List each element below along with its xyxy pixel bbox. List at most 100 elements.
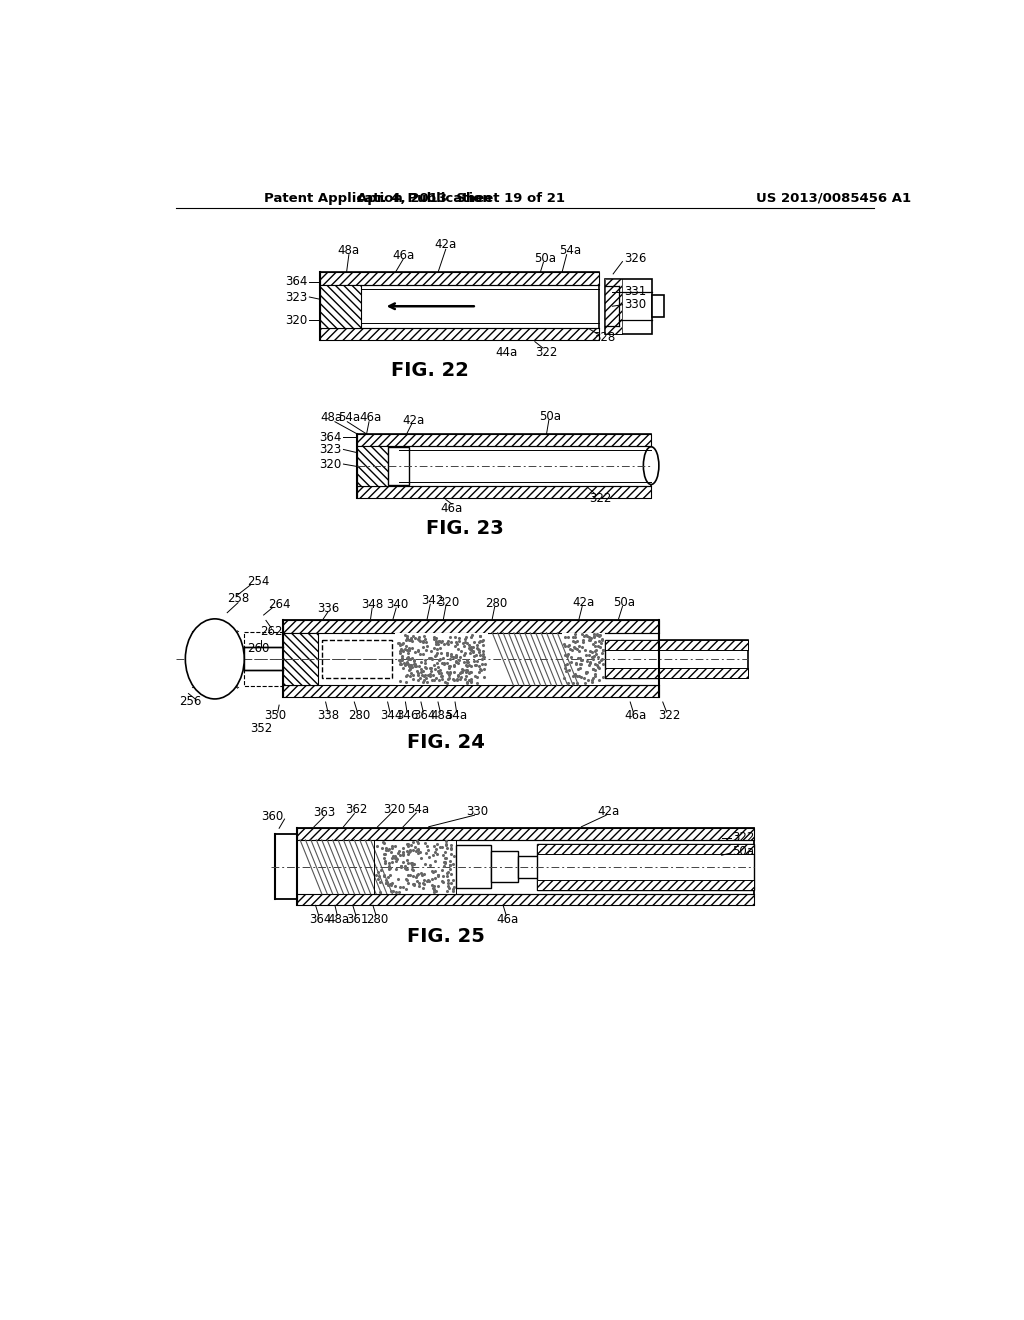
Point — [395, 652, 412, 673]
Point — [455, 632, 471, 653]
Point — [465, 636, 481, 657]
Point — [436, 841, 453, 862]
Point — [471, 642, 487, 663]
Bar — [538, 880, 755, 890]
Point — [403, 655, 420, 676]
Point — [433, 643, 450, 664]
Point — [472, 657, 488, 678]
Point — [465, 642, 481, 663]
Point — [388, 849, 404, 870]
Point — [408, 627, 424, 648]
Point — [387, 846, 403, 867]
Point — [459, 649, 475, 671]
Point — [394, 851, 411, 873]
Text: 264: 264 — [268, 598, 291, 611]
Point — [369, 836, 385, 857]
Point — [589, 624, 605, 645]
Point — [582, 655, 598, 676]
Point — [427, 867, 443, 888]
Point — [579, 626, 595, 647]
Point — [422, 854, 438, 875]
Point — [416, 626, 432, 647]
Text: 320: 320 — [286, 314, 308, 326]
Point — [390, 632, 407, 653]
Point — [463, 640, 479, 661]
Point — [561, 660, 578, 681]
Point — [425, 882, 441, 903]
Point — [434, 668, 451, 689]
Point — [461, 655, 477, 676]
Bar — [388, 447, 410, 484]
Point — [430, 866, 446, 887]
Text: 361: 361 — [346, 912, 369, 925]
Point — [422, 665, 438, 686]
Point — [399, 652, 416, 673]
Point — [591, 626, 607, 647]
Point — [426, 638, 442, 659]
Point — [469, 667, 485, 688]
Point — [403, 655, 420, 676]
Point — [436, 853, 453, 874]
Point — [475, 640, 492, 661]
Point — [435, 652, 452, 673]
Bar — [562, 632, 604, 685]
Point — [444, 854, 461, 875]
Point — [587, 640, 603, 661]
Point — [390, 869, 407, 890]
Point — [590, 647, 606, 668]
Point — [393, 653, 410, 675]
Point — [457, 631, 473, 652]
Point — [442, 873, 459, 894]
Point — [413, 661, 429, 682]
Point — [376, 832, 392, 853]
Point — [469, 672, 485, 693]
Point — [572, 649, 589, 671]
Bar — [356, 487, 651, 498]
Point — [397, 655, 414, 676]
Point — [426, 842, 442, 863]
Point — [382, 875, 398, 896]
Point — [404, 832, 421, 853]
Point — [468, 655, 484, 676]
Point — [403, 663, 420, 684]
Point — [587, 665, 603, 686]
Point — [422, 657, 438, 678]
Bar — [604, 640, 658, 649]
Point — [396, 855, 413, 876]
Point — [583, 627, 599, 648]
Text: 320: 320 — [437, 597, 459, 610]
Point — [384, 847, 400, 869]
Bar — [538, 880, 755, 890]
Point — [416, 665, 432, 686]
Point — [442, 863, 459, 884]
Point — [474, 645, 490, 667]
Point — [449, 634, 465, 655]
Point — [394, 845, 411, 866]
Point — [401, 630, 418, 651]
Point — [397, 624, 414, 645]
Point — [439, 663, 456, 684]
Text: 46a: 46a — [392, 249, 415, 261]
Point — [593, 649, 609, 671]
Point — [571, 636, 588, 657]
Bar — [283, 685, 658, 697]
Ellipse shape — [185, 619, 245, 700]
Point — [556, 655, 572, 676]
Point — [382, 858, 398, 879]
Point — [391, 882, 408, 903]
Point — [441, 656, 458, 677]
Text: 362: 362 — [345, 804, 368, 816]
Point — [410, 628, 426, 649]
Point — [428, 631, 444, 652]
Point — [418, 657, 434, 678]
Point — [436, 634, 453, 655]
Point — [445, 656, 462, 677]
Text: 42a: 42a — [572, 597, 595, 610]
Point — [400, 648, 417, 669]
Point — [594, 628, 610, 649]
Point — [377, 853, 393, 874]
Point — [428, 631, 444, 652]
Point — [399, 836, 416, 857]
Bar — [604, 668, 658, 678]
Point — [417, 656, 433, 677]
